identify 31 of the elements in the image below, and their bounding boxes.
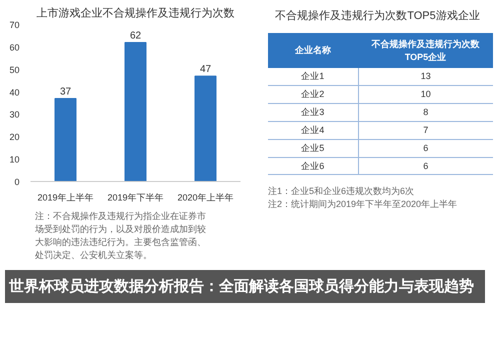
- data-label: 62: [130, 30, 142, 42]
- y-tick-label: 60: [9, 42, 20, 52]
- text: 注1：企业5和企业6违规次数均为6次: [268, 185, 416, 198]
- y-tick-label: 50: [9, 64, 20, 75]
- y-tick-label: 70: [9, 20, 20, 30]
- category-label: 企业4: [268, 121, 358, 140]
- bar: [194, 76, 216, 182]
- category-label: 企业1: [268, 68, 358, 86]
- category-label: 企业2: [268, 86, 358, 104]
- chart-title: 上市游戏企业不合规操作及违规行为次数: [36, 6, 234, 20]
- text: 世界杯球员进攻数据分析报告：全面解读各国球员得分能力与表现趋势: [5, 270, 485, 304]
- text: 不合规操作及违规行为次数TOP5游戏企业: [274, 9, 481, 24]
- text: 注2：统计期间为2019年下半年至2020年上半年: [268, 198, 458, 212]
- header-value: 不合规操作及违规行为次数TOP5企业: [358, 32, 493, 68]
- category-label: 企业3: [268, 104, 358, 122]
- category-label: 企业5: [268, 139, 358, 158]
- header-name: 企业名称: [268, 32, 358, 68]
- data-label: 47: [200, 64, 212, 76]
- text: 注：不合规操作及违规行为指企业在证券市场受到处罚的行为，以及对股价造成加到较大影响的违法违纪行为。主要包含监管函、处罚决定、公安机关立案等。: [35, 210, 207, 262]
- data-label: 37: [60, 86, 72, 98]
- y-tick-label: 0: [14, 177, 20, 187]
- x-tick-label: 2019年下半年: [107, 192, 164, 202]
- x-tick-label: 2020年上半年: [177, 192, 234, 202]
- y-tick-label: 40: [9, 87, 20, 98]
- y-tick-label: 20: [9, 132, 20, 142]
- bar: [124, 42, 146, 182]
- y-tick-label: 30: [9, 110, 20, 120]
- bar: [54, 98, 76, 182]
- x-tick-label: 2019年上半年: [37, 192, 94, 202]
- category-label: 企业6: [268, 157, 358, 175]
- y-tick-label: 10: [9, 154, 20, 165]
